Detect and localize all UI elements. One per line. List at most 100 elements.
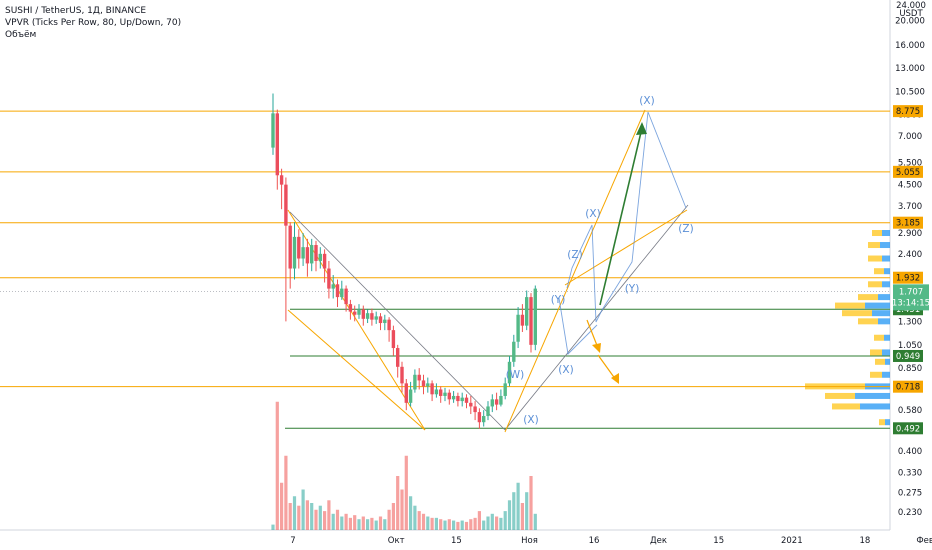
volume-bar bbox=[292, 496, 297, 530]
price-axis-tick: 1.050 bbox=[898, 341, 922, 351]
candle-body bbox=[443, 392, 447, 396]
wave-label: (X) bbox=[523, 414, 538, 426]
candle-body bbox=[361, 309, 365, 319]
date-axis-tick: Фев bbox=[916, 536, 932, 546]
volume-bar bbox=[374, 520, 378, 530]
candle-body bbox=[310, 245, 314, 264]
volume-bar bbox=[495, 516, 499, 530]
price-tag bbox=[893, 349, 923, 362]
vpvr-row-down bbox=[875, 358, 885, 365]
trend-line[interactable] bbox=[504, 204, 689, 431]
channel-line[interactable] bbox=[287, 209, 426, 431]
candle-body bbox=[512, 341, 516, 362]
price-tag bbox=[893, 380, 923, 393]
candle-body bbox=[391, 330, 396, 349]
vpvr-row-down bbox=[868, 242, 880, 249]
channel-line[interactable] bbox=[287, 309, 426, 431]
volume-bar bbox=[353, 515, 357, 530]
candle-body bbox=[520, 314, 525, 326]
candle-body bbox=[482, 416, 486, 423]
date-axis-tick: 18 bbox=[859, 536, 870, 546]
wave-path[interactable] bbox=[566, 111, 687, 323]
volume-bar bbox=[464, 521, 469, 530]
candle-body bbox=[417, 374, 421, 381]
vpvr-row-up bbox=[880, 242, 890, 249]
candle-body bbox=[525, 297, 529, 326]
vpvr-row-down bbox=[868, 281, 882, 288]
vpvr-row-up bbox=[882, 230, 890, 237]
volume-bar bbox=[443, 520, 447, 530]
countdown-text: 13:14:15 bbox=[892, 298, 930, 308]
vpvr-row-down bbox=[870, 349, 882, 356]
candle-body bbox=[288, 225, 292, 269]
volume-bar bbox=[335, 509, 340, 530]
volume-bar bbox=[482, 520, 486, 530]
volume-indicator-label[interactable]: Объём bbox=[5, 30, 37, 40]
candle-body bbox=[400, 366, 404, 384]
vpvr-row-up bbox=[882, 281, 890, 288]
price-axis-tick: 0.330 bbox=[898, 468, 922, 478]
candle-body bbox=[357, 309, 361, 315]
volume-bar bbox=[460, 520, 464, 530]
date-axis-tick: 2021 bbox=[781, 536, 803, 546]
price-axis-panel[interactable] bbox=[890, 0, 932, 530]
vpvr-row-up bbox=[878, 294, 890, 301]
projection-arrow[interactable] bbox=[599, 127, 643, 306]
price-axis-tick: 0.275 bbox=[898, 488, 922, 498]
projection-arrow[interactable] bbox=[597, 354, 617, 381]
candle-body bbox=[275, 113, 279, 176]
date-axis-tick: 15 bbox=[451, 536, 462, 546]
vpvr-row-up bbox=[884, 334, 890, 341]
date-axis-tick: 15 bbox=[713, 536, 724, 546]
price-tag-text: 0.492 bbox=[896, 424, 920, 434]
volume-bar bbox=[533, 513, 537, 530]
candle-body bbox=[387, 319, 391, 331]
volume-bar bbox=[297, 505, 301, 530]
arrow-head-icon bbox=[636, 122, 647, 135]
candle-body bbox=[430, 383, 434, 395]
volume-bar bbox=[370, 517, 374, 530]
projection-arrow[interactable] bbox=[586, 319, 599, 349]
volume-bar bbox=[421, 513, 426, 530]
volume-bar bbox=[391, 503, 395, 530]
volume-bar bbox=[314, 509, 318, 530]
price-axis-tick: 5.500 bbox=[898, 159, 922, 169]
channel-line[interactable] bbox=[504, 109, 646, 433]
candle-body bbox=[340, 288, 344, 298]
wave-drawings bbox=[287, 109, 689, 433]
volume-bar bbox=[378, 516, 383, 530]
candle-body bbox=[456, 395, 460, 402]
date-axis-tick: 7 bbox=[290, 536, 295, 546]
volume-bar bbox=[452, 520, 456, 530]
vpvr-row-down bbox=[879, 419, 885, 426]
candles bbox=[271, 93, 537, 429]
candle-body bbox=[301, 247, 305, 259]
channel-line[interactable] bbox=[564, 209, 688, 286]
price-axis-tick: 0.850 bbox=[898, 364, 922, 374]
candle-body bbox=[451, 395, 456, 400]
price-tag-text: 0.718 bbox=[896, 383, 920, 393]
volume-bar bbox=[400, 489, 404, 530]
candle-body bbox=[434, 389, 439, 395]
volume-bar bbox=[473, 517, 477, 530]
trend-line[interactable] bbox=[289, 211, 506, 431]
volume-bar bbox=[275, 401, 279, 530]
candle-body bbox=[279, 175, 284, 185]
volume-bar bbox=[310, 503, 314, 530]
volume-bar bbox=[348, 517, 352, 530]
wave-labels: (X) (Z) (Y) (X) (W) (X) (X) (Y) (Z) bbox=[506, 95, 694, 426]
vpvr-indicator-label[interactable]: VPVR (Ticks Per Row, 80, Up/Down, 70) bbox=[5, 18, 182, 28]
wave-label: (Z) bbox=[678, 223, 693, 235]
price-tag bbox=[893, 165, 923, 178]
candle-body bbox=[348, 304, 353, 312]
vpvr-row-down bbox=[832, 403, 860, 410]
candle-body bbox=[374, 316, 378, 320]
candle-body bbox=[365, 313, 370, 319]
wave-path[interactable] bbox=[558, 297, 598, 355]
vpvr-row-down bbox=[858, 318, 878, 325]
volume-bar bbox=[357, 519, 361, 530]
volume-bar bbox=[413, 505, 417, 530]
vpvr-row-down bbox=[835, 302, 865, 309]
volume-bar bbox=[525, 492, 529, 530]
